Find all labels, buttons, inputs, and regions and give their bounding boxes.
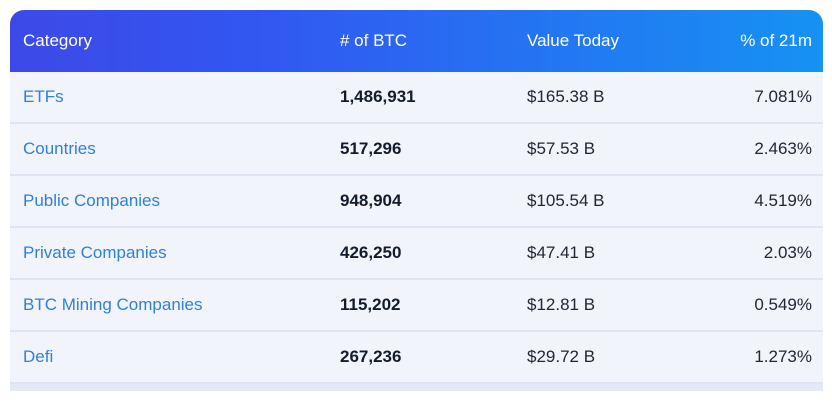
- category-link-public-companies[interactable]: Public Companies: [23, 191, 161, 210]
- value-cell: $165.38 B: [527, 87, 605, 106]
- category-link-countries[interactable]: Countries: [23, 139, 96, 158]
- header-cell-category: Category: [23, 31, 92, 50]
- category-link-etfs[interactable]: ETFs: [23, 87, 64, 106]
- btc-cell: 517,296: [340, 139, 402, 158]
- category-link-defi[interactable]: Defi: [23, 347, 54, 366]
- table-row: BTC Mining Companies 115,202 $12.81 B 0.…: [10, 280, 823, 332]
- pct-cell: 2.03%: [763, 243, 812, 262]
- category-cell: Public Companies: [10, 191, 340, 211]
- header-cell-pct: % of 21m: [740, 31, 812, 50]
- category-cell: BTC Mining Companies: [10, 295, 340, 315]
- table-header: Category # of BTC Value Today % of 21m: [10, 10, 823, 72]
- pct-cell: 7.081%: [754, 87, 812, 106]
- partial-next-row: [10, 384, 823, 391]
- header-cell-btc: # of BTC: [340, 31, 408, 50]
- btc-cell: 426,250: [340, 243, 402, 262]
- pct-cell: 4.519%: [754, 191, 812, 210]
- btc-cell: 1,486,931: [340, 87, 416, 106]
- table-row: Countries 517,296 $57.53 B 2.463%: [10, 124, 823, 176]
- category-link-btc-mining-companies[interactable]: BTC Mining Companies: [23, 295, 203, 314]
- value-cell: $29.72 B: [527, 347, 596, 366]
- table-row: Defi 267,236 $29.72 B 1.273%: [10, 332, 823, 384]
- header-cell-value: Value Today: [527, 31, 619, 50]
- value-cell: $57.53 B: [527, 139, 596, 158]
- btc-cell: 948,904: [340, 191, 402, 210]
- table-row: Public Companies 948,904 $105.54 B 4.519…: [10, 176, 823, 228]
- category-cell: Countries: [10, 139, 340, 159]
- btc-cell: 115,202: [340, 295, 401, 314]
- category-cell: Defi: [10, 347, 340, 367]
- pct-cell: 0.549%: [754, 295, 812, 314]
- value-cell: $47.41 B: [527, 243, 596, 262]
- table-row: ETFs 1,486,931 $165.38 B 7.081%: [10, 72, 823, 124]
- pct-cell: 1.273%: [754, 347, 812, 366]
- pct-cell: 2.463%: [754, 139, 812, 158]
- value-cell: $105.54 B: [527, 191, 605, 210]
- btc-cell: 267,236: [340, 347, 402, 366]
- category-cell: Private Companies: [10, 243, 340, 263]
- table-row: Private Companies 426,250 $47.41 B 2.03%: [10, 228, 823, 280]
- category-link-private-companies[interactable]: Private Companies: [23, 243, 167, 262]
- category-cell: ETFs: [10, 87, 340, 107]
- value-cell: $12.81 B: [527, 295, 596, 314]
- btc-holdings-table: Category # of BTC Value Today % of 21m E…: [10, 10, 823, 391]
